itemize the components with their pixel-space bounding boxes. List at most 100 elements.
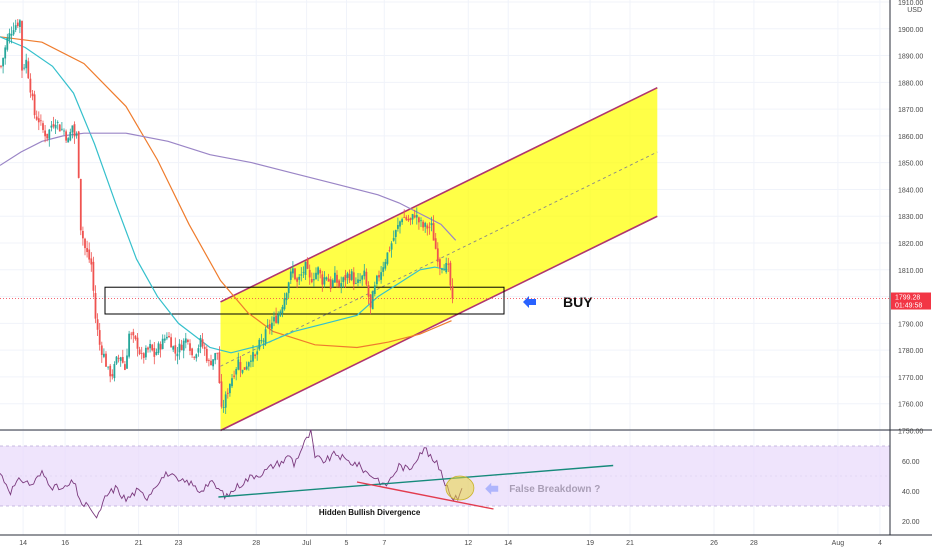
candle	[199, 335, 202, 354]
candle-body	[451, 285, 454, 299]
candle-body	[371, 291, 374, 310]
candle	[88, 242, 91, 263]
candle	[308, 264, 311, 285]
candle-body	[212, 359, 214, 367]
candle-body	[79, 178, 82, 231]
candle-body	[27, 61, 30, 79]
candle	[439, 257, 441, 276]
price-tick-label: 1760.00	[898, 402, 923, 409]
candle	[371, 290, 374, 310]
candle-body	[149, 343, 151, 349]
candle-body	[298, 276, 301, 280]
time-tick-label: 19	[586, 540, 594, 547]
candle	[25, 53, 28, 74]
candle	[258, 337, 261, 351]
candle-body	[392, 237, 395, 241]
candle-body	[355, 282, 357, 284]
candle-body	[426, 225, 429, 229]
candle-body	[222, 407, 225, 408]
candle-body	[117, 357, 120, 359]
candle-body	[214, 353, 217, 361]
candle	[310, 272, 313, 284]
candle	[342, 276, 345, 288]
candle	[65, 129, 67, 143]
candle-body	[254, 354, 256, 356]
candle-body	[359, 279, 361, 282]
candle	[52, 116, 55, 129]
candle	[50, 120, 53, 132]
candle	[302, 266, 305, 279]
candle-body	[218, 352, 221, 384]
candle-body	[287, 282, 290, 294]
candle	[184, 332, 187, 349]
candle	[415, 207, 418, 225]
candle	[294, 267, 296, 281]
candle	[266, 319, 269, 329]
candle-body	[439, 259, 441, 268]
candle-body	[388, 249, 391, 251]
candle-body	[281, 307, 284, 314]
candle	[157, 341, 160, 355]
buy-zone-box	[104, 286, 505, 315]
candle	[176, 346, 179, 365]
candle	[319, 268, 322, 279]
candle	[42, 120, 44, 133]
candle-body	[302, 272, 305, 274]
candle	[161, 334, 164, 350]
candle	[279, 309, 282, 317]
candle	[340, 276, 343, 294]
candle	[142, 352, 145, 364]
candle-body	[168, 335, 170, 338]
candle	[113, 361, 116, 382]
candle	[58, 123, 61, 132]
candle	[149, 339, 151, 353]
candle-body	[54, 124, 57, 129]
candle-body	[428, 226, 431, 228]
candle-body	[82, 230, 84, 239]
candle-body	[378, 275, 380, 278]
candle-body	[275, 315, 277, 323]
candle	[388, 246, 391, 253]
candle-body	[394, 230, 397, 237]
candle	[71, 125, 74, 139]
buy-label: BUY	[563, 294, 593, 310]
candle-body	[33, 94, 36, 116]
candle-body	[329, 279, 332, 289]
candle-body	[113, 364, 116, 379]
candle	[422, 219, 424, 231]
candle-body	[344, 275, 347, 281]
candle-body	[210, 360, 212, 366]
candle-body	[73, 124, 76, 137]
candle-body	[239, 362, 242, 371]
candle	[19, 19, 21, 34]
candle	[233, 370, 235, 379]
candle	[16, 19, 19, 28]
arrow-left-icon	[523, 295, 536, 308]
candle	[107, 366, 109, 370]
candle	[201, 332, 204, 349]
candle	[119, 356, 122, 367]
candle-body	[103, 353, 105, 357]
candle-body	[447, 263, 450, 265]
candle	[166, 332, 168, 341]
candle	[264, 326, 267, 346]
candle-body	[182, 340, 185, 351]
candle-body	[109, 365, 112, 377]
candle-body	[220, 381, 223, 407]
time-tick-label: 28	[750, 540, 758, 547]
time-tick-label: 5	[345, 540, 349, 547]
candle-body	[346, 273, 349, 278]
candle	[82, 226, 84, 246]
regression-channel-fill	[220, 87, 658, 431]
candle	[300, 267, 303, 282]
candle-body	[334, 272, 336, 283]
candle-body	[86, 248, 88, 253]
candle-body	[243, 367, 246, 370]
candles	[0, 19, 454, 414]
candle-body	[37, 118, 40, 123]
candle-body	[153, 348, 156, 357]
candle	[56, 120, 59, 130]
candle	[441, 267, 443, 274]
